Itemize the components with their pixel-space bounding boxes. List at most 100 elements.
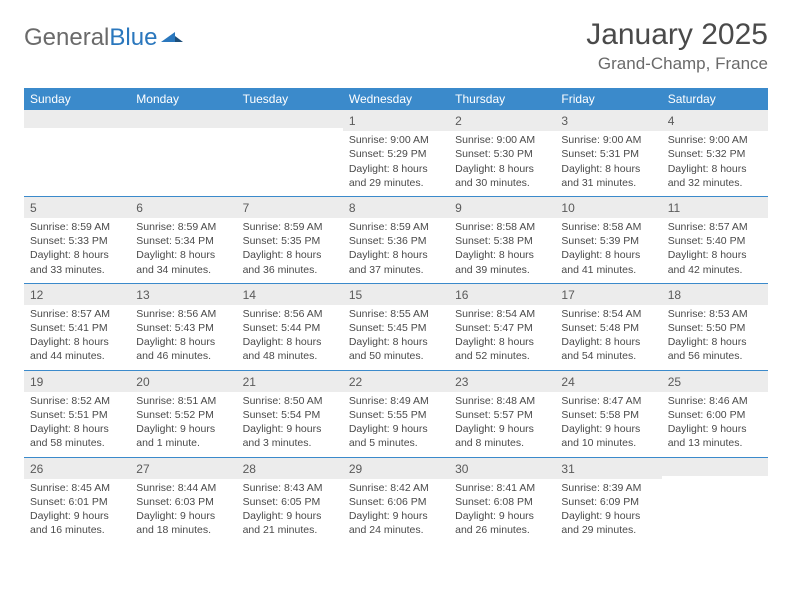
day-cell: 17Sunrise: 8:54 AMSunset: 5:48 PMDayligh… xyxy=(555,284,661,370)
weekday-header: Monday xyxy=(130,88,236,110)
day-cell: 23Sunrise: 8:48 AMSunset: 5:57 PMDayligh… xyxy=(449,371,555,457)
day-line: Daylight: 9 hours xyxy=(243,422,337,436)
day-line: Sunrise: 8:59 AM xyxy=(30,220,124,234)
day-content: Sunrise: 8:58 AMSunset: 5:39 PMDaylight:… xyxy=(555,218,661,283)
day-line: Daylight: 8 hours xyxy=(349,248,443,262)
day-line: Sunset: 5:38 PM xyxy=(455,234,549,248)
weekday-header: Wednesday xyxy=(343,88,449,110)
day-cell: 10Sunrise: 8:58 AMSunset: 5:39 PMDayligh… xyxy=(555,197,661,283)
day-line: Sunrise: 8:48 AM xyxy=(455,394,549,408)
day-line: Daylight: 8 hours xyxy=(349,335,443,349)
day-content: Sunrise: 8:39 AMSunset: 6:09 PMDaylight:… xyxy=(555,479,661,544)
day-line: Sunset: 5:57 PM xyxy=(455,408,549,422)
day-line: Sunset: 6:09 PM xyxy=(561,495,655,509)
day-line: Daylight: 8 hours xyxy=(561,162,655,176)
day-content: Sunrise: 9:00 AMSunset: 5:29 PMDaylight:… xyxy=(343,131,449,196)
day-content: Sunrise: 8:55 AMSunset: 5:45 PMDaylight:… xyxy=(343,305,449,370)
day-content: Sunrise: 8:57 AMSunset: 5:41 PMDaylight:… xyxy=(24,305,130,370)
day-number xyxy=(24,110,130,128)
day-content: Sunrise: 8:57 AMSunset: 5:40 PMDaylight:… xyxy=(662,218,768,283)
day-content: Sunrise: 8:53 AMSunset: 5:50 PMDaylight:… xyxy=(662,305,768,370)
day-cell xyxy=(24,110,130,196)
day-line: Daylight: 8 hours xyxy=(243,335,337,349)
day-content: Sunrise: 8:46 AMSunset: 6:00 PMDaylight:… xyxy=(662,392,768,457)
day-cell: 12Sunrise: 8:57 AMSunset: 5:41 PMDayligh… xyxy=(24,284,130,370)
day-number: 3 xyxy=(555,110,661,131)
location: Grand-Champ, France xyxy=(586,54,768,74)
day-line: and 34 minutes. xyxy=(136,263,230,277)
day-cell: 16Sunrise: 8:54 AMSunset: 5:47 PMDayligh… xyxy=(449,284,555,370)
day-line: Sunrise: 8:44 AM xyxy=(136,481,230,495)
day-number: 7 xyxy=(237,197,343,218)
day-content: Sunrise: 8:47 AMSunset: 5:58 PMDaylight:… xyxy=(555,392,661,457)
day-line: and 29 minutes. xyxy=(561,523,655,537)
day-cell: 25Sunrise: 8:46 AMSunset: 6:00 PMDayligh… xyxy=(662,371,768,457)
week-row: 1Sunrise: 9:00 AMSunset: 5:29 PMDaylight… xyxy=(24,110,768,197)
day-number: 20 xyxy=(130,371,236,392)
day-line: and 33 minutes. xyxy=(30,263,124,277)
day-line: and 29 minutes. xyxy=(349,176,443,190)
day-line: Sunrise: 8:58 AM xyxy=(561,220,655,234)
day-number: 8 xyxy=(343,197,449,218)
day-line: Daylight: 8 hours xyxy=(136,335,230,349)
day-line: Daylight: 9 hours xyxy=(136,422,230,436)
weekday-header: Sunday xyxy=(24,88,130,110)
day-line: Daylight: 9 hours xyxy=(349,509,443,523)
day-cell: 13Sunrise: 8:56 AMSunset: 5:43 PMDayligh… xyxy=(130,284,236,370)
day-line: and 30 minutes. xyxy=(455,176,549,190)
day-content: Sunrise: 8:59 AMSunset: 5:33 PMDaylight:… xyxy=(24,218,130,283)
day-cell: 22Sunrise: 8:49 AMSunset: 5:55 PMDayligh… xyxy=(343,371,449,457)
day-line: Sunrise: 8:58 AM xyxy=(455,220,549,234)
day-number: 28 xyxy=(237,458,343,479)
day-line: and 44 minutes. xyxy=(30,349,124,363)
day-cell: 24Sunrise: 8:47 AMSunset: 5:58 PMDayligh… xyxy=(555,371,661,457)
day-line: Sunrise: 8:51 AM xyxy=(136,394,230,408)
day-number: 19 xyxy=(24,371,130,392)
day-cell xyxy=(237,110,343,196)
day-line: Sunset: 5:44 PM xyxy=(243,321,337,335)
day-line: Sunrise: 8:56 AM xyxy=(243,307,337,321)
day-cell: 28Sunrise: 8:43 AMSunset: 6:05 PMDayligh… xyxy=(237,458,343,544)
day-cell: 3Sunrise: 9:00 AMSunset: 5:31 PMDaylight… xyxy=(555,110,661,196)
day-cell: 20 Sunrise: 8:51 AMSunset: 5:52 PMDayligh… xyxy=(130,371,236,457)
day-line: and 41 minutes. xyxy=(561,263,655,277)
day-number: 24 xyxy=(555,371,661,392)
day-number: 10 xyxy=(555,197,661,218)
day-line: Sunset: 6:08 PM xyxy=(455,495,549,509)
day-content: Sunrise: 8:59 AMSunset: 5:35 PMDaylight:… xyxy=(237,218,343,283)
day-number: 26 xyxy=(24,458,130,479)
day-number: 11 xyxy=(662,197,768,218)
day-line: Daylight: 8 hours xyxy=(455,248,549,262)
day-cell: 8Sunrise: 8:59 AMSunset: 5:36 PMDaylight… xyxy=(343,197,449,283)
day-line: Sunset: 5:36 PM xyxy=(349,234,443,248)
day-content: Sunrise: 8:48 AMSunset: 5:57 PMDaylight:… xyxy=(449,392,555,457)
day-line: Sunrise: 8:49 AM xyxy=(349,394,443,408)
day-line: Daylight: 9 hours xyxy=(136,509,230,523)
day-number: 12 xyxy=(24,284,130,305)
day-cell: 11Sunrise: 8:57 AMSunset: 5:40 PMDayligh… xyxy=(662,197,768,283)
week-row: 19Sunrise: 8:52 AMSunset: 5:51 PMDayligh… xyxy=(24,371,768,458)
day-line: Sunset: 5:39 PM xyxy=(561,234,655,248)
header: GeneralBlue January 2025 Grand-Champ, Fr… xyxy=(24,18,768,74)
day-line: Daylight: 8 hours xyxy=(349,162,443,176)
day-number: 4 xyxy=(662,110,768,131)
day-line: and 26 minutes. xyxy=(455,523,549,537)
day-line: Sunset: 5:52 PM xyxy=(136,408,230,422)
calendar: SundayMondayTuesdayWednesdayThursdayFrid… xyxy=(24,88,768,543)
day-line: Sunrise: 8:42 AM xyxy=(349,481,443,495)
day-number: 14 xyxy=(237,284,343,305)
day-content: Sunrise: 9:00 AMSunset: 5:32 PMDaylight:… xyxy=(662,131,768,196)
logo: GeneralBlue xyxy=(24,18,183,52)
day-line: Sunset: 5:58 PM xyxy=(561,408,655,422)
day-cell: 5Sunrise: 8:59 AMSunset: 5:33 PMDaylight… xyxy=(24,197,130,283)
day-line: and 39 minutes. xyxy=(455,263,549,277)
day-line: Sunrise: 9:00 AM xyxy=(455,133,549,147)
day-content: Sunrise: 8:52 AMSunset: 5:51 PMDaylight:… xyxy=(24,392,130,457)
day-line: and 42 minutes. xyxy=(668,263,762,277)
day-line: and 36 minutes. xyxy=(243,263,337,277)
day-line: Daylight: 8 hours xyxy=(561,248,655,262)
day-line: and 13 minutes. xyxy=(668,436,762,450)
day-content xyxy=(662,476,768,484)
day-line: Sunrise: 8:54 AM xyxy=(561,307,655,321)
day-line: Sunset: 5:35 PM xyxy=(243,234,337,248)
